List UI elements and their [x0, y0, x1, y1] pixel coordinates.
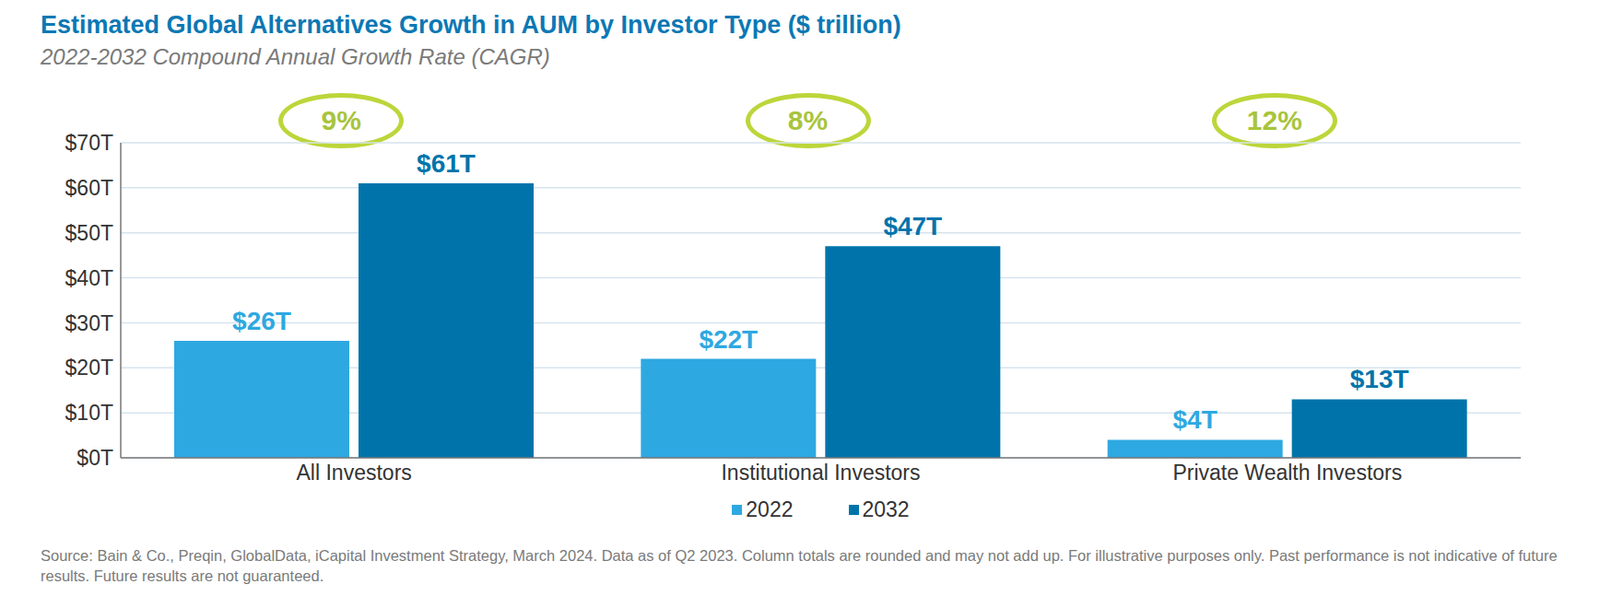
svg-text:$26T: $26T — [232, 306, 292, 336]
html-text:Source: Bain & Co., Preqin, Gl: Source: Bain & Co., Preqin, GlobalData, … — [40, 547, 1558, 585]
html-text:9%: 9% — [321, 105, 362, 136]
svg-text:$70T: $70T — [65, 130, 114, 155]
svg-text:$50T: $50T — [65, 221, 114, 246]
html-text:2022: 2022 — [745, 497, 794, 522]
html-text:2022-2032 Compound Annual Grow: 2022-2032 Compound Annual Growth Rate (C… — [40, 44, 551, 70]
html-text:8%: 8% — [787, 105, 828, 136]
svg-text:$4T: $4T — [1173, 405, 1218, 435]
svg-text:$30T: $30T — [65, 311, 114, 336]
svg-text:Institutional Investors: Institutional Investors — [720, 460, 920, 485]
svg-text:$13T: $13T — [1350, 364, 1410, 394]
svg-text:Private Wealth Investors: Private Wealth Investors — [1172, 460, 1402, 485]
svg-text:$22T: $22T — [698, 325, 758, 354]
svg-text:All Investors: All Investors — [296, 460, 412, 485]
svg-text:$20T: $20T — [65, 355, 114, 380]
html-text:2032: 2032 — [862, 497, 910, 522]
html-text:Estimated Global Alternatives: Estimated Global Alternatives Growth in … — [40, 11, 902, 39]
svg-text:$61T: $61T — [416, 149, 476, 178]
svg-text:$40T: $40T — [65, 266, 114, 291]
html-text:12%: 12% — [1246, 105, 1303, 136]
svg-text:$0T: $0T — [76, 446, 114, 471]
svg-text:$60T: $60T — [65, 176, 114, 200]
svg-text:$10T: $10T — [65, 400, 114, 425]
svg-text:$47T: $47T — [882, 211, 942, 241]
